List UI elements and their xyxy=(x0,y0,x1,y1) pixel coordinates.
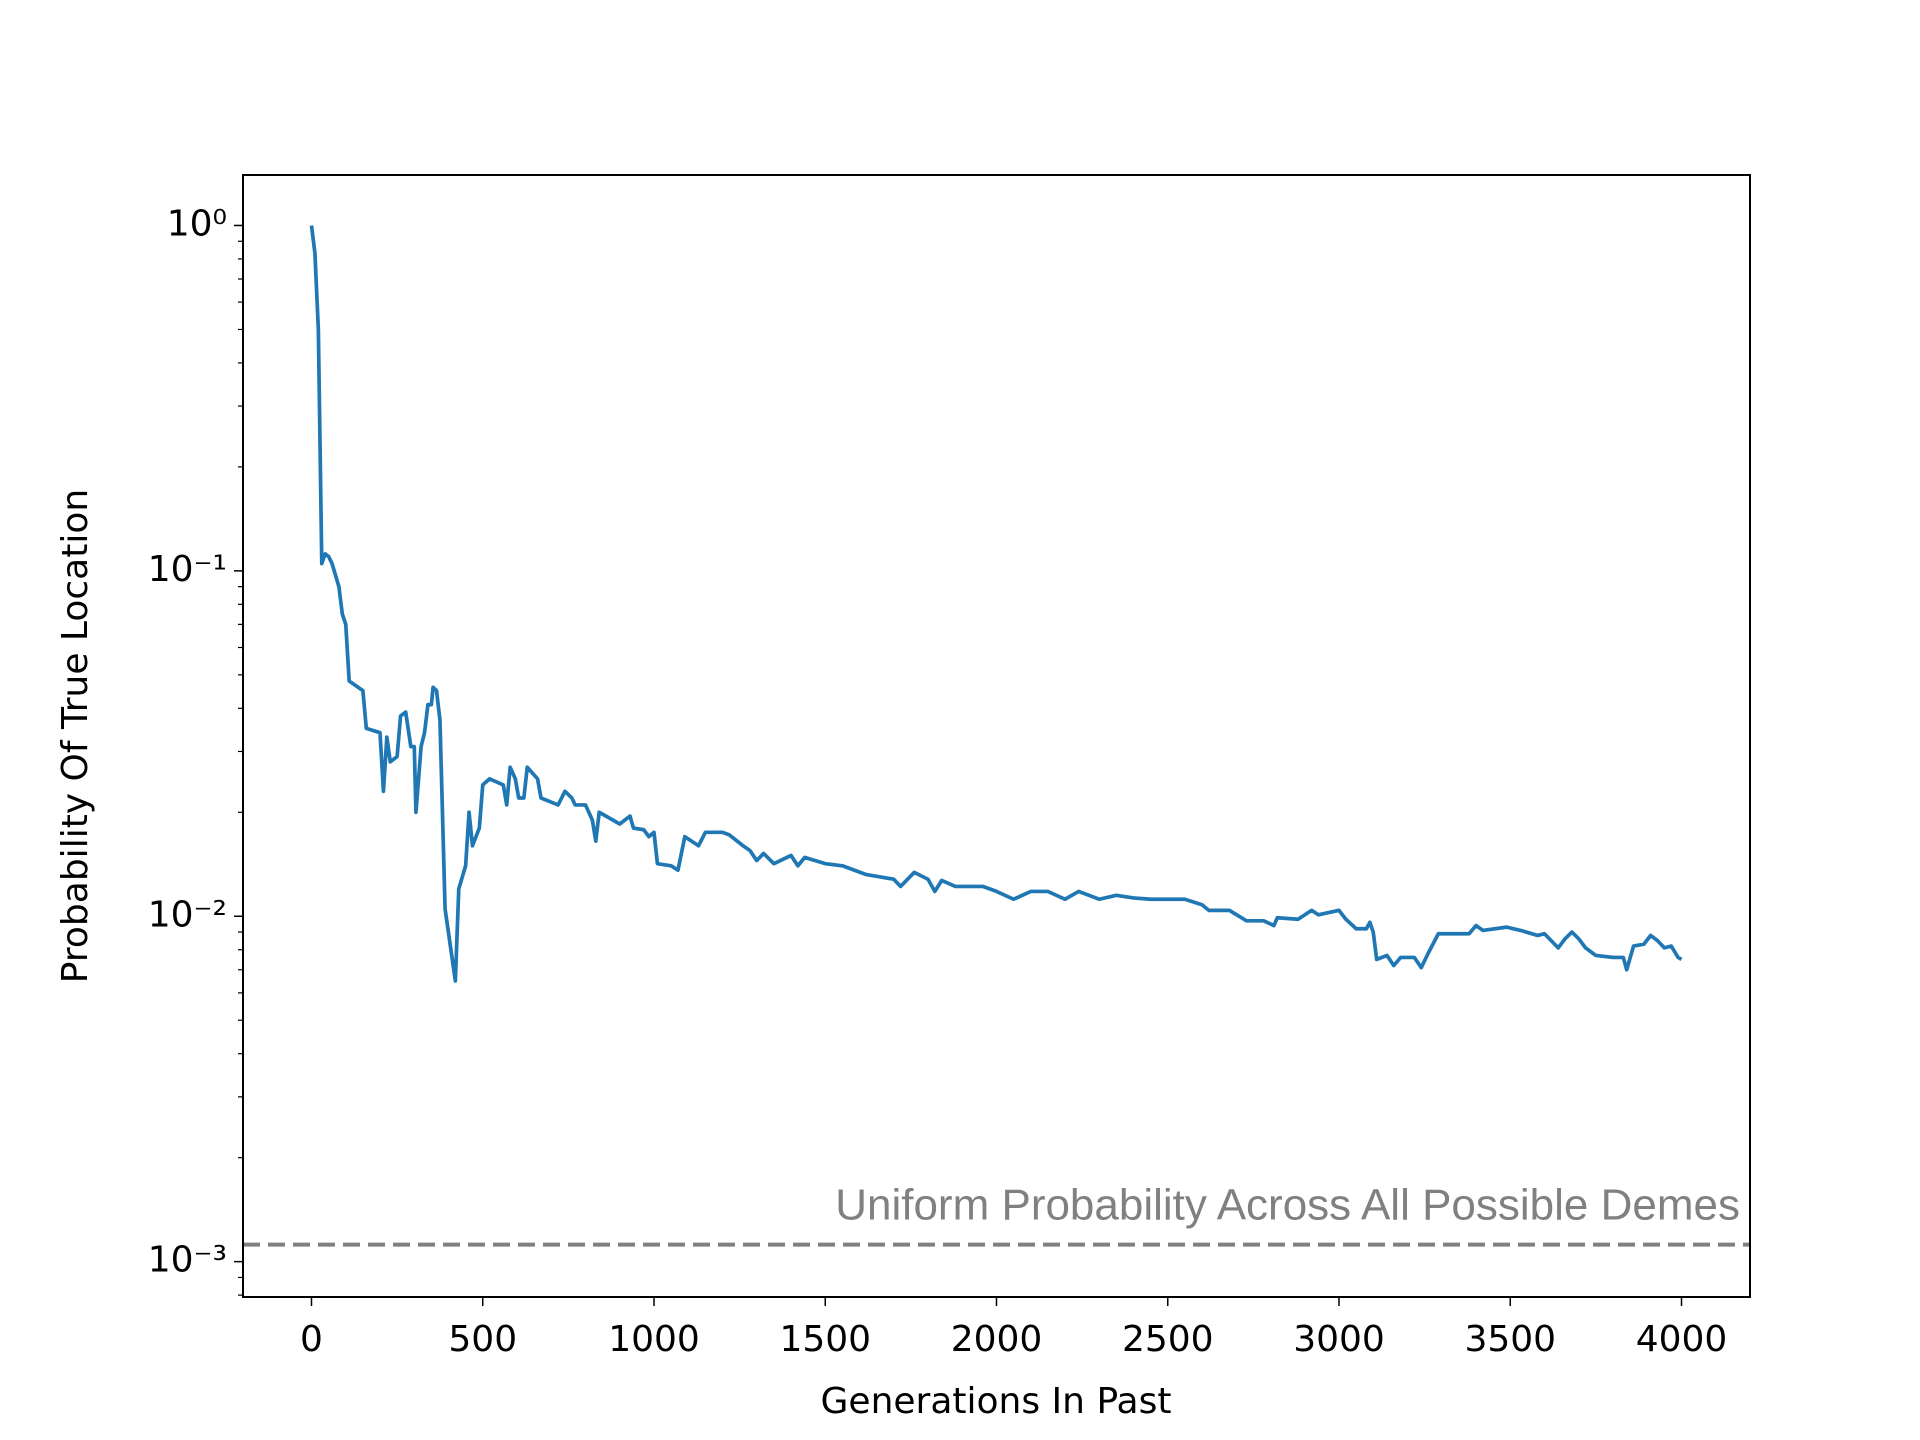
y-axis-label: Probability Of True Location xyxy=(55,489,96,983)
x-tick-label: 2500 xyxy=(1122,1319,1214,1360)
x-tick-label: 3000 xyxy=(1293,1319,1385,1360)
x-tick-label: 500 xyxy=(448,1319,517,1360)
plot-frame xyxy=(242,174,1751,1298)
x-tick-label: 0 xyxy=(300,1319,323,1360)
x-tick-label: 2000 xyxy=(951,1319,1043,1360)
data-line xyxy=(309,225,1683,983)
x-tick-label: 4000 xyxy=(1636,1319,1728,1360)
y-tick-label: 10⁰ xyxy=(167,203,227,244)
x-axis-label: Generations In Past xyxy=(821,1381,1172,1422)
y-tick-label: 10⁻³ xyxy=(148,1240,227,1281)
x-tick-label: 1500 xyxy=(779,1319,871,1360)
reference-label: Uniform Probability Across All Possible … xyxy=(835,1180,1740,1229)
x-tick-label: 3500 xyxy=(1464,1319,1556,1360)
y-tick-label: 10⁻¹ xyxy=(148,549,227,590)
y-tick-label: 10⁻² xyxy=(148,894,227,935)
x-tick-label: 1000 xyxy=(608,1319,700,1360)
